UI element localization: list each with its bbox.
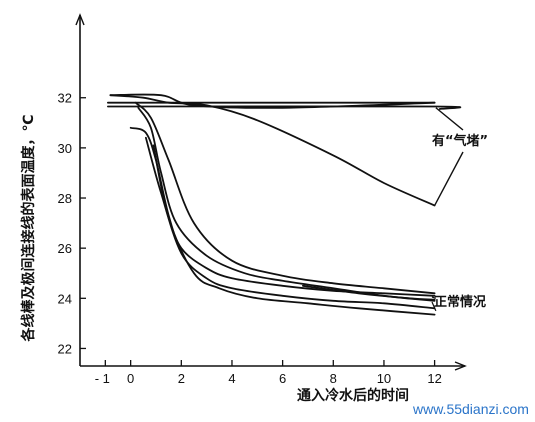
y-axis-title: 各线棒及极间连接线的表面温度，℃ — [20, 114, 37, 342]
y-tick-label: 28 — [58, 191, 72, 206]
x-tick-label: 12 — [427, 371, 441, 386]
chart-axes — [75, 13, 467, 371]
x-tick-label: 4 — [228, 371, 235, 386]
x-axis-arrow — [454, 361, 467, 371]
x-tick-label: 8 — [330, 371, 337, 386]
y-tick-label: 24 — [58, 291, 72, 306]
x-tick-label: 6 — [279, 371, 286, 386]
series-line-normal-5 — [129, 126, 436, 297]
y-axis-arrow — [75, 13, 85, 26]
series-line-air-lock-4 — [109, 94, 436, 207]
x-tick-label: 2 — [178, 371, 185, 386]
y-tick-label: 30 — [58, 141, 72, 156]
series-line-normal-9 — [152, 144, 436, 316]
annotation-normal: 正常情况 — [434, 294, 486, 310]
annotation-leaders — [431, 107, 464, 312]
series-line-normal-10 — [302, 284, 436, 301]
y-tick-label: 22 — [58, 341, 72, 356]
y-tick-label: 26 — [58, 241, 72, 256]
leader-air-lock-lower — [433, 151, 464, 206]
x-tick-label: 10 — [377, 371, 391, 386]
annotation-air-lock: 有“气堵” — [432, 133, 488, 149]
y-tick-label: 32 — [58, 91, 72, 106]
series-line-normal-7 — [137, 106, 436, 302]
x-tick-label: 0 — [127, 371, 134, 386]
series-line-normal-6 — [134, 101, 436, 295]
leader-normal — [431, 296, 437, 312]
leader-air-lock-upper — [435, 107, 464, 131]
watermark-text: www.55dianzi.com — [412, 401, 529, 417]
x-axis-title: 通入冷水后的时间 — [297, 387, 409, 404]
x-tick-label: - 1 — [95, 371, 110, 386]
chart-series — [107, 93, 462, 316]
series-line-air-lock-3 — [107, 105, 462, 110]
